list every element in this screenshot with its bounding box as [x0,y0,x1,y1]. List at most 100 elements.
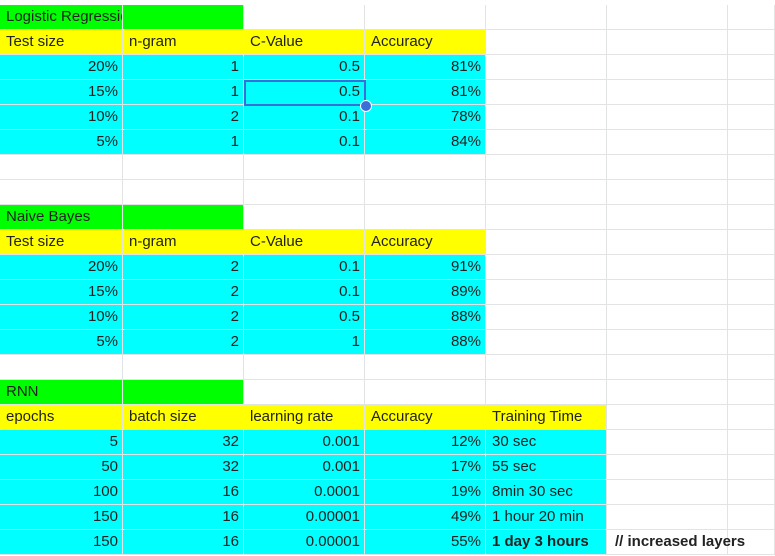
fill-handle-icon[interactable] [360,100,372,112]
table-title-naive-bayes[interactable]: Naive Bayes [0,205,123,230]
data-cell[interactable]: 88% [365,330,486,355]
empty-cell[interactable] [607,380,728,405]
empty-cell[interactable] [123,180,244,205]
empty-cell[interactable] [728,280,775,305]
data-cell[interactable]: 81% [365,55,486,80]
data-cell[interactable]: 1 [123,80,244,105]
empty-cell[interactable] [0,180,123,205]
data-cell[interactable]: 0.1 [244,130,365,155]
data-cell[interactable]: 32 [123,430,244,455]
empty-cell[interactable] [728,505,775,530]
data-cell[interactable]: 16 [123,530,244,555]
data-cell[interactable]: 30 sec [486,430,607,455]
empty-cell[interactable] [365,380,486,405]
data-cell[interactable]: 5 [0,430,123,455]
data-cell[interactable]: 15% [0,80,123,105]
data-cell[interactable]: 1 [244,330,365,355]
data-cell[interactable]: 5% [0,130,123,155]
column-header[interactable]: Test size [0,230,123,255]
data-cell[interactable]: 10% [0,105,123,130]
data-cell[interactable]: 19% [365,480,486,505]
column-header[interactable]: Training Time [486,405,607,430]
column-header[interactable]: C-Value [244,30,365,55]
empty-cell[interactable] [728,455,775,480]
empty-cell[interactable] [728,130,775,155]
note-cell[interactable]: // increased layers [607,530,745,555]
column-header[interactable]: Accuracy [365,230,486,255]
empty-cell[interactable] [486,180,607,205]
empty-cell[interactable] [244,355,365,380]
empty-cell[interactable] [365,155,486,180]
empty-cell[interactable] [123,355,244,380]
empty-cell[interactable] [123,155,244,180]
empty-cell[interactable] [728,405,775,430]
empty-cell[interactable] [486,255,607,280]
data-cell[interactable]: 78% [365,105,486,130]
data-cell[interactable]: 16 [123,505,244,530]
data-cell[interactable]: 49% [365,505,486,530]
data-cell[interactable]: 2 [123,105,244,130]
data-cell[interactable]: 0.00001 [244,505,365,530]
data-cell[interactable]: 20% [0,255,123,280]
data-cell[interactable]: 15% [0,280,123,305]
data-cell[interactable]: 5% [0,330,123,355]
data-cell[interactable]: 2 [123,305,244,330]
data-cell[interactable]: 0.5 [244,80,365,105]
empty-cell[interactable] [486,330,607,355]
empty-cell[interactable] [607,105,728,130]
data-cell[interactable]: 8min 30 sec [486,480,607,505]
column-header[interactable]: C-Value [244,230,365,255]
data-cell[interactable]: 1 day 3 hours [486,530,607,555]
empty-cell[interactable] [244,155,365,180]
column-header[interactable]: n-gram [123,230,244,255]
data-cell[interactable]: 100 [0,480,123,505]
empty-cell[interactable] [728,255,775,280]
empty-cell[interactable] [728,355,775,380]
empty-cell[interactable] [728,330,775,355]
data-cell[interactable]: 0.1 [244,255,365,280]
empty-cell[interactable] [607,205,728,230]
data-cell[interactable]: 0.001 [244,455,365,480]
empty-cell[interactable] [244,5,365,30]
empty-cell[interactable] [728,80,775,105]
data-cell[interactable]: 1 hour 20 min [486,505,607,530]
empty-cell[interactable] [728,380,775,405]
column-header[interactable]: learning rate [244,405,365,430]
data-cell[interactable]: 2 [123,280,244,305]
title-fill-cell[interactable] [123,380,244,405]
data-cell[interactable]: 0.001 [244,430,365,455]
empty-cell[interactable] [607,505,728,530]
table-title-logistic-regression[interactable]: Logistic Regression [0,5,123,30]
empty-cell[interactable] [607,180,728,205]
data-cell[interactable]: 81% [365,80,486,105]
data-cell[interactable]: 55% [365,530,486,555]
column-header[interactable]: Test size [0,30,123,55]
empty-cell[interactable] [728,205,775,230]
data-cell[interactable]: 84% [365,130,486,155]
data-cell[interactable]: 0.5 [244,305,365,330]
data-cell[interactable]: 0.00001 [244,530,365,555]
empty-cell[interactable] [728,5,775,30]
empty-cell[interactable] [728,305,775,330]
data-cell[interactable]: 55 sec [486,455,607,480]
empty-cell[interactable] [486,355,607,380]
empty-cell[interactable] [728,430,775,455]
empty-cell[interactable] [486,230,607,255]
column-header[interactable]: n-gram [123,30,244,55]
empty-cell[interactable] [728,105,775,130]
empty-cell[interactable] [486,130,607,155]
data-cell[interactable]: 16 [123,480,244,505]
data-cell[interactable]: 150 [0,530,123,555]
data-cell[interactable]: 32 [123,455,244,480]
data-cell[interactable]: 2 [123,330,244,355]
empty-cell[interactable] [607,5,728,30]
data-cell[interactable]: 89% [365,280,486,305]
empty-cell[interactable] [486,5,607,30]
data-cell[interactable]: 50 [0,455,123,480]
empty-cell[interactable] [607,155,728,180]
data-cell[interactable]: 20% [0,55,123,80]
empty-cell[interactable] [244,205,365,230]
data-cell[interactable]: 1 [123,130,244,155]
empty-cell[interactable] [728,155,775,180]
